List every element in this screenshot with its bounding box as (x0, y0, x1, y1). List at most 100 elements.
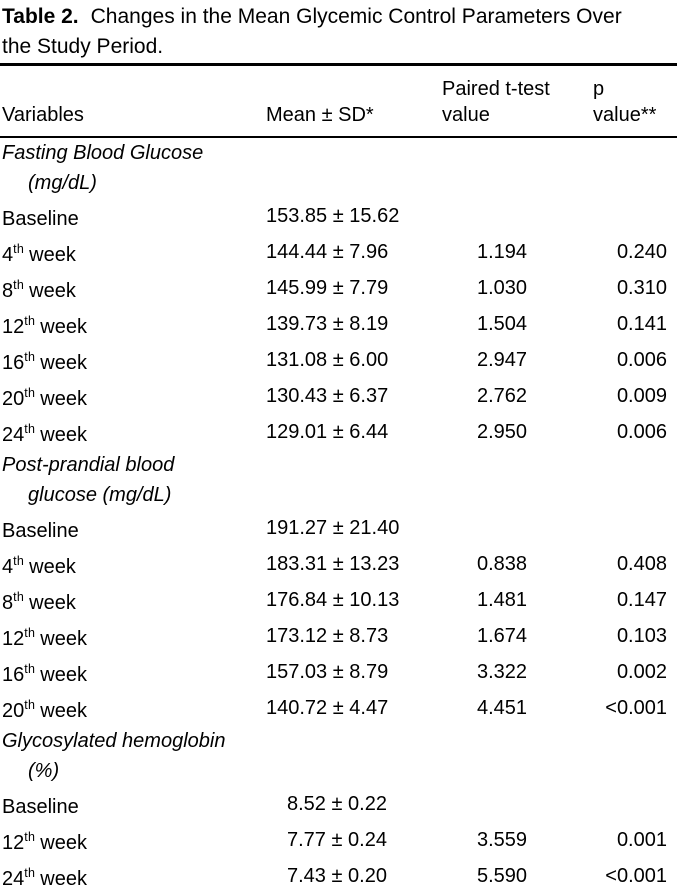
table-row: 16th week 131.08 ± 6.00 2.947 0.006 (0, 342, 677, 378)
table-row: 24th week 129.01 ± 6.44 2.950 0.006 (0, 414, 677, 450)
glycemic-control-table: Variables Mean ± SD* Paired t-test value… (0, 63, 677, 892)
table-row: 12th week 7.77 ± 0.24 3.559 0.001 (0, 822, 677, 858)
variable-cell: 8th week (0, 270, 266, 306)
mean-sd-cell: 144.44 ± 7.96 (266, 240, 389, 263)
table-title-line1: Table 2. Changes in the Mean Glycemic Con… (2, 2, 677, 32)
mean-sd-cell: 130.43 ± 6.37 (266, 384, 389, 407)
col-header-p-line2: value** (593, 103, 657, 126)
ordinal-suffix: th (24, 865, 36, 880)
week-word: week (40, 423, 87, 446)
t-value-cell: 1.030 (477, 276, 528, 299)
table-row: 16th week 157.03 ± 8.79 3.322 0.002 (0, 654, 677, 690)
col-header-p-line1: p (593, 77, 605, 100)
t-value-cell: 1.194 (477, 240, 528, 263)
mean-sd-cell: 145.99 ± 7.79 (266, 276, 389, 299)
p-value-cell: 0.408 (616, 552, 667, 575)
mean-sd-cell: 140.72 ± 4.47 (266, 696, 389, 719)
variable-cell: 4th week (0, 546, 266, 582)
variable-cell: 20th week (0, 690, 266, 726)
variable-cell: 12th week (0, 618, 266, 654)
week-label: 4 (2, 243, 14, 266)
ordinal-suffix: th (24, 625, 36, 640)
table-row: Baseline 191.27 ± 21.40 (0, 510, 677, 546)
variable-cell: 20th week (0, 378, 266, 414)
p-value-cell: 0.141 (616, 312, 667, 335)
week-label: 8 (2, 591, 14, 614)
week-word: week (29, 591, 76, 614)
ordinal-suffix: th (13, 241, 25, 256)
t-value-cell: 0.838 (477, 552, 528, 575)
week-label: 12 (2, 831, 25, 854)
t-value-cell: 3.322 (477, 660, 528, 683)
week-label: 20 (2, 699, 25, 722)
col-header-paired-t-line1: Paired t-test (442, 77, 550, 100)
mean-sd-cell: 8.52 ± 0.22 (287, 792, 387, 815)
variable-cell: 8th week (0, 582, 266, 618)
col-header-p-value: p value** (593, 64, 677, 138)
week-label: Baseline (2, 207, 79, 230)
week-label: 16 (2, 663, 25, 686)
p-value-cell: <0.001 (605, 864, 667, 887)
table-row: 20th week 140.72 ± 4.47 4.451 <0.001 (0, 690, 677, 726)
variable-cell: 16th week (0, 342, 266, 378)
mean-sd-cell: 183.31 ± 13.23 (266, 552, 400, 575)
week-label: 24 (2, 867, 25, 890)
p-value-cell: 0.002 (616, 660, 667, 683)
t-value-cell: 1.481 (477, 588, 528, 611)
table-row: Baseline 153.85 ± 15.62 (0, 198, 677, 234)
ordinal-suffix: th (24, 385, 36, 400)
p-value-cell: 0.006 (616, 348, 667, 371)
t-value-cell: 1.504 (477, 312, 528, 335)
table-row: 12th week 173.12 ± 8.73 1.674 0.103 (0, 618, 677, 654)
week-label: 4 (2, 555, 14, 578)
mean-sd-cell: 153.85 ± 15.62 (266, 204, 400, 227)
section-unit-label: (mg/dL) (28, 171, 97, 194)
p-value-cell: <0.001 (605, 696, 667, 719)
p-value-cell: 0.001 (616, 828, 667, 851)
variable-cell: 24th week (0, 414, 266, 450)
p-value-cell: 0.240 (616, 240, 667, 263)
table-title: Table 2. Changes in the Mean Glycemic Con… (0, 0, 677, 63)
section-row-fbg: Fasting Blood Glucose (0, 137, 677, 168)
week-word: week (40, 627, 87, 650)
week-word: week (40, 351, 87, 374)
week-word: week (40, 663, 87, 686)
col-header-paired-t-line2: value (442, 103, 490, 126)
t-value-cell: 2.762 (477, 384, 528, 407)
variable-cell: Baseline (0, 198, 266, 234)
variable-cell: 12th week (0, 822, 266, 858)
ordinal-suffix: th (24, 349, 36, 364)
section-label: Post-prandial blood (2, 453, 175, 476)
table-row: 12th week 139.73 ± 8.19 1.504 0.141 (0, 306, 677, 342)
p-value-cell (593, 510, 677, 546)
ordinal-suffix: th (13, 553, 25, 568)
week-word: week (40, 315, 87, 338)
section-unit-label: (%) (28, 759, 60, 782)
t-value-cell: 2.947 (477, 348, 528, 371)
mean-sd-cell: 176.84 ± 10.13 (266, 588, 400, 611)
section-label: Glycosylated hemoglobin (2, 729, 226, 752)
t-value-cell: 2.950 (477, 420, 528, 443)
week-label: 8 (2, 279, 14, 302)
t-value-cell (442, 786, 593, 822)
mean-sd-cell: 129.01 ± 6.44 (266, 420, 389, 443)
p-value-cell (593, 198, 677, 234)
section-row-hba1c-unit: (%) (0, 756, 677, 786)
p-value-cell (593, 786, 677, 822)
t-value-cell: 3.559 (477, 828, 528, 851)
week-label: 24 (2, 423, 25, 446)
p-value-cell: 0.009 (616, 384, 667, 407)
week-label: 16 (2, 351, 25, 374)
mean-sd-cell: 7.77 ± 0.24 (287, 828, 387, 851)
week-word: week (29, 555, 76, 578)
table-row: 8th week 176.84 ± 10.13 1.481 0.147 (0, 582, 677, 618)
p-value-cell: 0.310 (616, 276, 667, 299)
t-value-cell (442, 198, 593, 234)
table-row: Baseline 8.52 ± 0.22 (0, 786, 677, 822)
col-header-variables: Variables (0, 64, 266, 138)
t-value-cell: 5.590 (477, 864, 528, 887)
table-number: Table 2. (2, 5, 79, 28)
week-word: week (40, 831, 87, 854)
section-row-ppbg-unit: glucose (mg/dL) (0, 480, 677, 510)
